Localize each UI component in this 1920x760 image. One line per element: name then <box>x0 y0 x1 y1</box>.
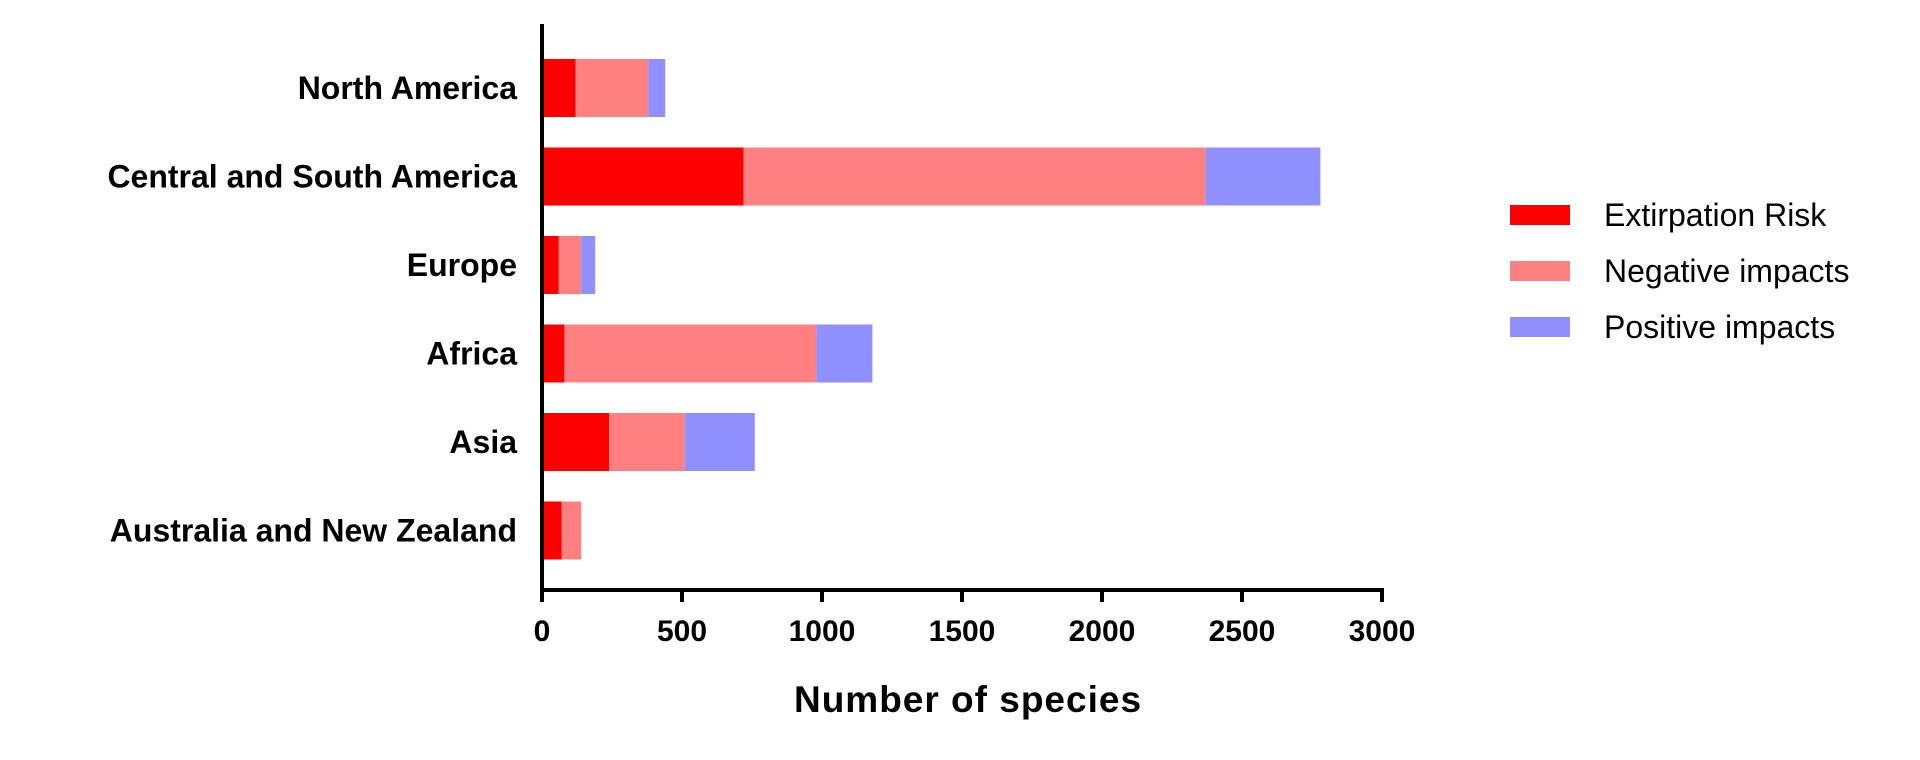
bar-central-and-south-america-negative-impacts <box>743 147 1206 206</box>
axes-layer <box>540 24 1384 592</box>
bar-asia-positive-impacts <box>684 413 755 471</box>
category-labels-layer: North America Central and South America Eu… <box>107 70 517 549</box>
bar-europe-extirpation-risk <box>542 236 559 294</box>
category-label-north-america: North America <box>298 70 518 106</box>
bar-europe-negative-impacts <box>558 236 582 294</box>
x-tick-label: 500 <box>657 615 707 648</box>
x-ticks-layer: 0 500 1000 1500 2000 2500 3000 <box>534 590 1416 648</box>
category-label-africa: Africa <box>426 336 517 372</box>
bar-asia-negative-impacts <box>609 413 685 471</box>
legend-label-negative-impacts: Negative impacts <box>1604 253 1849 289</box>
bars-layer <box>542 59 1321 560</box>
bar-australia-and-new-zealand-negative-impacts <box>561 501 582 560</box>
legend-label-extirpation-risk: Extirpation Risk <box>1604 197 1827 233</box>
x-tick-label: 3000 <box>1349 615 1416 648</box>
x-tick-label: 2000 <box>1069 615 1136 648</box>
category-label-australia-and-new-zealand: Australia and New Zealand <box>110 513 517 549</box>
legend-swatch-positive-impacts <box>1510 317 1570 337</box>
bar-africa-negative-impacts <box>564 324 817 383</box>
bar-australia-and-new-zealand-extirpation-risk <box>542 501 562 560</box>
x-tick-label: 1000 <box>789 615 856 648</box>
legend: Extirpation Risk Negative impacts Positive… <box>1510 197 1849 345</box>
category-label-europe: Europe <box>407 247 517 283</box>
legend-swatch-extirpation-risk <box>1510 205 1570 225</box>
legend-swatch-negative-impacts <box>1510 261 1570 281</box>
bar-north-america-negative-impacts <box>575 59 649 117</box>
x-tick-label: 1500 <box>929 615 996 648</box>
x-tick-label: 2500 <box>1209 615 1276 648</box>
category-label-asia: Asia <box>449 424 517 460</box>
category-label-central-and-south-america: Central and South America <box>107 159 517 195</box>
bar-central-and-south-america-extirpation-risk <box>542 147 744 206</box>
bar-north-america-extirpation-risk <box>542 59 576 117</box>
bar-asia-extirpation-risk <box>542 413 610 471</box>
legend-label-positive-impacts: Positive impacts <box>1604 309 1835 345</box>
bar-africa-extirpation-risk <box>542 324 565 383</box>
x-tick-label: 0 <box>534 615 551 648</box>
bar-europe-positive-impacts <box>581 236 596 294</box>
bar-africa-positive-impacts <box>816 324 873 383</box>
bar-central-and-south-america-positive-impacts <box>1205 147 1321 206</box>
x-axis-title: Number of species <box>794 679 1142 720</box>
bar-north-america-positive-impacts <box>648 59 666 117</box>
